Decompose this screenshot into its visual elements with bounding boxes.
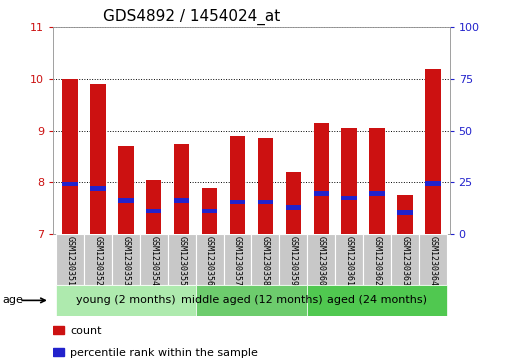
Bar [112,234,140,285]
Text: GSM1230361: GSM1230361 [344,236,354,286]
Bar [202,208,217,213]
Bar [56,234,84,285]
Text: GSM1230363: GSM1230363 [400,236,409,286]
Text: count: count [70,326,102,336]
Bar [168,234,196,285]
Bar [62,79,78,234]
Bar [313,191,329,196]
Bar [258,138,273,234]
Bar [397,195,412,234]
Bar [196,234,224,285]
Bar [425,69,440,234]
Text: aged (24 months): aged (24 months) [327,295,427,305]
Bar [53,348,65,356]
Bar [279,234,307,285]
Bar [56,285,196,316]
Bar [140,234,168,285]
Bar [258,200,273,204]
Bar [397,210,412,215]
Bar [90,84,106,234]
Text: GSM1230354: GSM1230354 [149,236,158,286]
Text: age: age [3,295,23,305]
Text: GSM1230352: GSM1230352 [93,236,103,286]
Text: GSM1230358: GSM1230358 [261,236,270,286]
Text: GSM1230355: GSM1230355 [177,236,186,286]
Text: GSM1230359: GSM1230359 [289,236,298,286]
Bar [285,205,301,209]
Text: GSM1230356: GSM1230356 [205,236,214,286]
Bar [174,198,189,203]
Text: GSM1230351: GSM1230351 [66,236,75,286]
Bar [53,326,65,334]
Bar [391,234,419,285]
Text: GSM1230357: GSM1230357 [233,236,242,286]
Text: GSM1230364: GSM1230364 [428,236,437,286]
Bar [369,128,385,234]
Bar [341,128,357,234]
Bar [196,285,307,316]
Bar [84,234,112,285]
Bar [341,196,357,200]
Bar [146,180,162,234]
Text: GSM1230360: GSM1230360 [316,236,326,286]
Bar [307,285,447,316]
Text: percentile rank within the sample: percentile rank within the sample [70,348,258,358]
Bar [335,234,363,285]
Bar [202,188,217,234]
Bar [230,200,245,204]
Bar [313,123,329,234]
Bar [285,172,301,234]
Bar [363,234,391,285]
Text: young (2 months): young (2 months) [76,295,176,305]
Bar [174,144,189,234]
Text: middle aged (12 months): middle aged (12 months) [181,295,322,305]
Text: GSM1230353: GSM1230353 [121,236,131,286]
Bar [307,234,335,285]
Bar [146,208,162,213]
Bar [369,191,385,196]
Text: GDS4892 / 1454024_at: GDS4892 / 1454024_at [104,9,280,25]
Bar [118,146,134,234]
Bar [230,136,245,234]
Bar [118,198,134,203]
Text: GSM1230362: GSM1230362 [372,236,382,286]
Bar [419,234,447,285]
Bar [62,182,78,186]
Bar [425,181,440,186]
Bar [251,234,279,285]
Bar [90,186,106,191]
Bar [224,234,251,285]
